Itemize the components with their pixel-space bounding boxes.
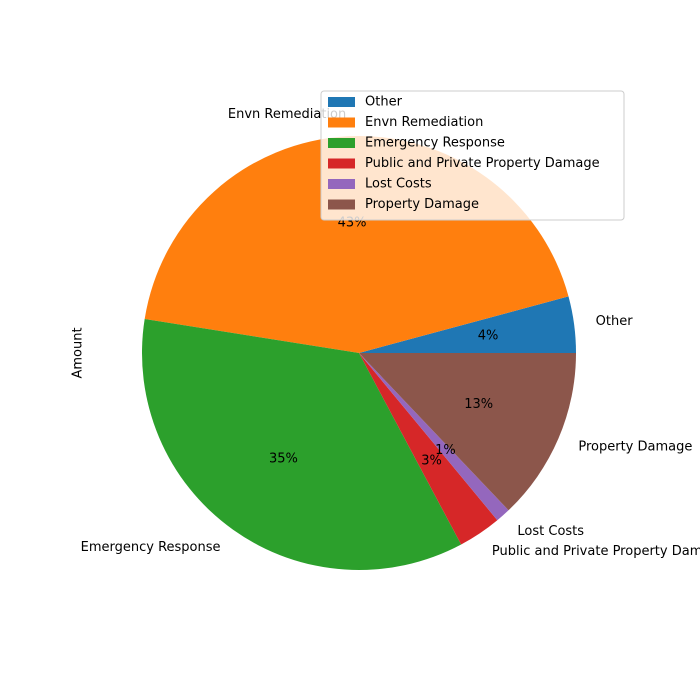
legend: Other Envn Remediation Emergency Response P… — [320, 90, 625, 221]
percent-label-property-damage: 13% — [464, 397, 493, 412]
legend-swatch-property-damage — [328, 199, 355, 210]
legend-swatch-public-and-private-property-damage — [328, 158, 355, 169]
legend-label-property-damage: Property Damage — [365, 197, 479, 212]
slice-label-other: Other — [596, 314, 634, 329]
legend-label-lost-costs: Lost Costs — [365, 177, 432, 192]
legend-swatch-emergency-response — [328, 138, 355, 148]
slice-labels: Other Envn Remediation Emergency Response P… — [81, 107, 700, 559]
legend-swatch-lost-costs — [328, 179, 355, 189]
slice-other — [359, 296, 576, 353]
slice-emergency-response — [142, 319, 462, 570]
legend-swatch-other — [328, 97, 355, 107]
slice-label-envn-remediation: Envn Remediation — [228, 107, 346, 122]
legend-frame — [320, 90, 625, 221]
percent-label-other: 4% — [478, 328, 499, 343]
percent-label-lost-costs: 1% — [435, 443, 456, 458]
slice-property-damage — [359, 353, 576, 511]
slice-label-public-and-private-property-damage: Public and Private Property Damage — [492, 544, 700, 559]
legend-swatch-envn-remediation — [328, 117, 355, 128]
legend-label-public-and-private-property-damage: Public and Private Property Damage — [365, 156, 600, 171]
percent-label-emergency-response: 35% — [269, 452, 298, 467]
legend-label-other: Other — [365, 95, 403, 110]
slice-label-property-damage: Property Damage — [578, 440, 692, 455]
slice-label-emergency-response: Emergency Response — [81, 540, 221, 555]
legend-label-envn-remediation: Envn Remediation — [365, 115, 483, 130]
slice-label-lost-costs: Lost Costs — [517, 524, 584, 539]
percent-label-public-and-private-property-damage: 3% — [421, 454, 442, 469]
slice-public-and-private-property-damage — [359, 353, 498, 545]
y-axis-label: Amount — [71, 327, 86, 378]
legend-label-emergency-response: Emergency Response — [365, 136, 505, 151]
slice-lost-costs — [359, 353, 509, 521]
